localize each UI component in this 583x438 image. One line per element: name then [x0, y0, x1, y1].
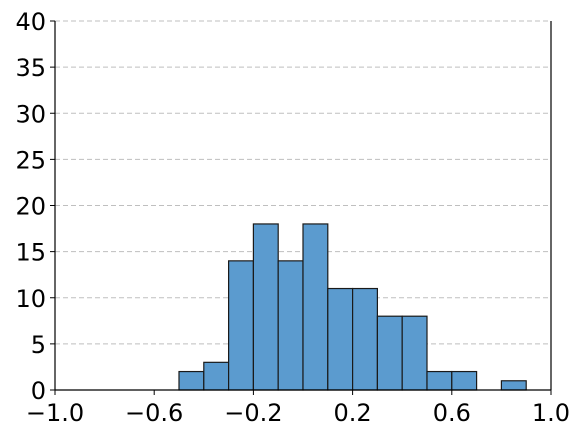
histogram-bar-8	[376, 315, 403, 391]
x-tick-label-0: −1.0	[26, 399, 84, 427]
histogram-bars	[178, 223, 527, 391]
x-tick-label-4: 0.6	[433, 399, 471, 427]
histogram-bar-6	[327, 287, 354, 391]
histogram-bar-7	[352, 287, 379, 391]
histogram-bar-11	[451, 370, 478, 391]
histogram-bar-4	[277, 260, 304, 391]
y-tick-label-1: 5	[31, 331, 46, 359]
histogram-bar-0	[178, 370, 205, 391]
y-tick-label-8: 40	[15, 8, 46, 36]
histogram-bar-2	[228, 260, 255, 391]
histogram-bar-10	[426, 370, 453, 391]
x-tick-label-1: −0.6	[125, 399, 183, 427]
y-tick-label-5: 25	[15, 146, 46, 174]
y-tick-label-2: 10	[15, 285, 46, 313]
x-tick-label-2: −0.2	[224, 399, 282, 427]
x-tick-label-3: 0.2	[334, 399, 372, 427]
histogram-bar-9	[401, 315, 428, 391]
histogram-bar-5	[302, 223, 329, 391]
histogram-bar-12	[500, 380, 527, 391]
y-tick-label-6: 30	[15, 100, 46, 128]
x-tick-label-5: 1.0	[532, 399, 570, 427]
x-axis-ticks: −1.0 −0.6 −0.2 0.2 0.6 1.0	[26, 390, 570, 427]
y-axis-ticks: 0 5 10 15 20 25 30 35 40	[15, 8, 55, 405]
histogram-bar-3	[252, 223, 279, 391]
y-tick-label-3: 15	[15, 239, 46, 267]
y-tick-label-4: 20	[15, 193, 46, 221]
histogram-bar-1	[203, 361, 230, 391]
y-tick-label-0: 0	[31, 377, 46, 405]
y-tick-label-7: 35	[15, 54, 46, 82]
